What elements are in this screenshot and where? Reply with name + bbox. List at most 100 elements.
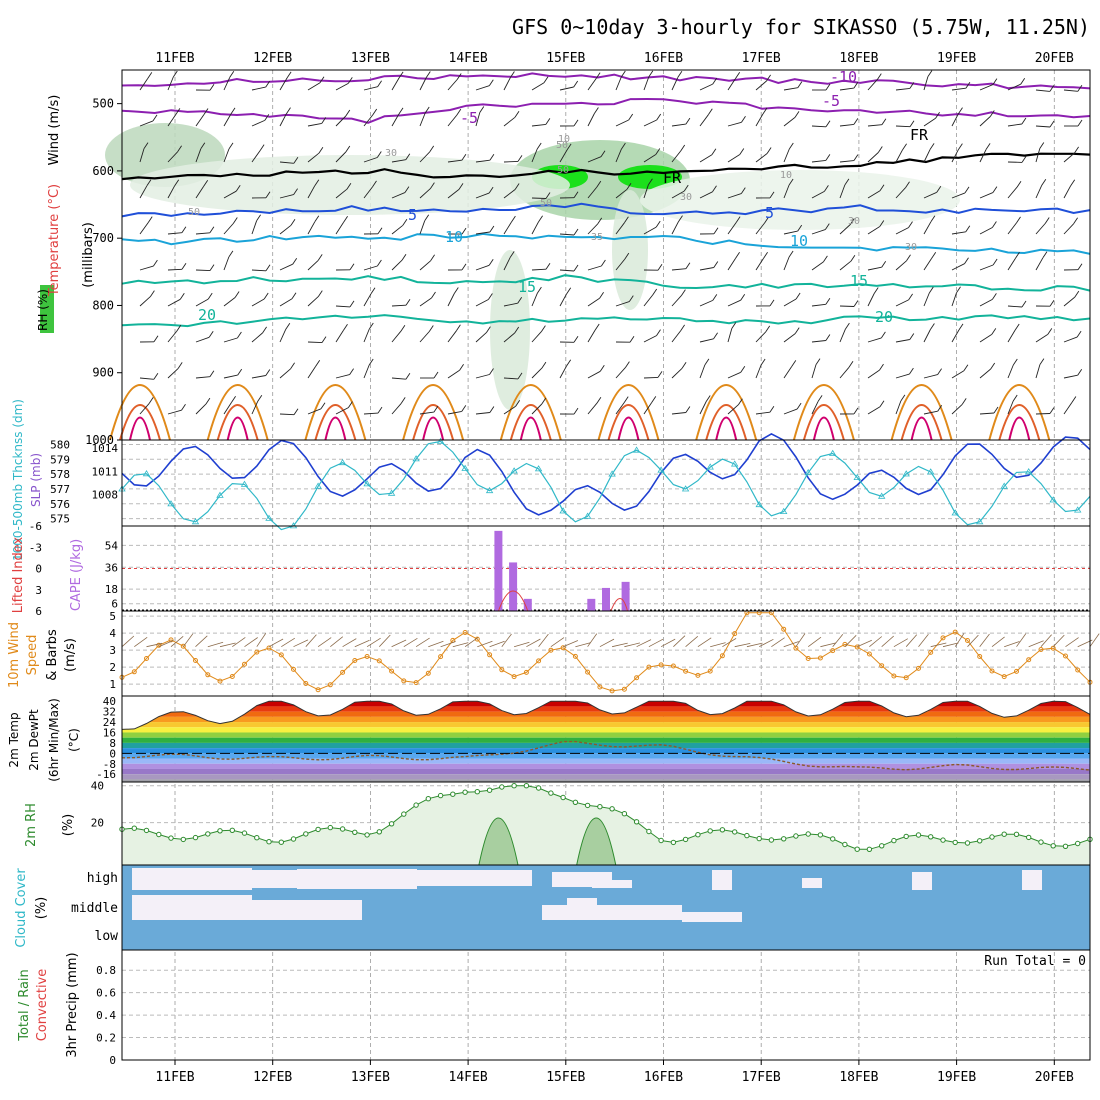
- wind-barb: [447, 159, 462, 163]
- wind-speed-marker: [523, 669, 529, 675]
- wind-barb-flag: [262, 326, 267, 334]
- wind-speed-marker: [462, 630, 468, 635]
- hot-contour: [422, 416, 445, 441]
- wind-barb-flag: [489, 153, 495, 161]
- wind-barb: [503, 221, 512, 235]
- wind-barb: [587, 297, 600, 307]
- wind-barb-flag: [681, 362, 687, 369]
- wind-barb-flag: [964, 186, 970, 194]
- wind-barb: [979, 149, 987, 163]
- temp-contour: [121, 152, 1091, 181]
- rh-marker: [290, 836, 297, 842]
- surface-wind-barb: [158, 640, 174, 648]
- surface-wind-barb: [881, 635, 894, 647]
- thickness-marker: [436, 437, 445, 444]
- rh-marker: [977, 838, 983, 844]
- wind-barb-flag: [346, 182, 352, 190]
- rh-marker: [768, 837, 775, 843]
- rh-shading: [490, 250, 530, 410]
- surface-wind-barb: [550, 637, 565, 648]
- wind-speed-marker: [903, 675, 909, 681]
- wind-barb-flag: [1016, 180, 1022, 188]
- wind-barb: [139, 265, 154, 271]
- wind-barb: [587, 223, 599, 235]
- warm-contour: [695, 384, 758, 441]
- thickness-marker: [975, 518, 984, 525]
- wind-barb-flag: [707, 108, 713, 116]
- wind-barb: [223, 77, 231, 91]
- wind-barb-flag: [958, 107, 963, 114]
- wind-barb: [895, 149, 903, 163]
- wind-barb-flag: [372, 180, 377, 188]
- temp-tick-label: 40: [103, 695, 116, 708]
- rh-marker: [732, 829, 738, 835]
- wind-barb-flag: [428, 325, 434, 332]
- rh-legend-swatch: [40, 285, 54, 333]
- surface-wind-barb: [513, 641, 530, 648]
- wind-speed-marker: [389, 668, 395, 674]
- surface-wind-barb: [660, 638, 676, 648]
- wind-barb-flag: [401, 253, 407, 261]
- wind-barb: [447, 293, 455, 307]
- wind-speed-marker: [940, 635, 946, 641]
- wind-barb: [167, 114, 177, 127]
- wind-speed-marker: [879, 663, 885, 669]
- wind-barb-flag: [685, 262, 691, 269]
- cloud-block: [542, 905, 682, 920]
- wind-barb: [391, 403, 402, 415]
- wind-barb: [251, 401, 259, 415]
- wind-barb: [699, 299, 713, 307]
- temp-color-band: [122, 758, 1090, 764]
- wind-barb-flag: [879, 184, 885, 191]
- wind-speed-marker: [205, 672, 211, 678]
- temp-contour: [121, 202, 1091, 218]
- wind-barb: [503, 116, 516, 127]
- temp-tick-label: 24: [103, 716, 117, 729]
- wind-barb: [335, 374, 350, 379]
- rh-peak-area: [576, 817, 617, 866]
- wind-speed-marker: [131, 669, 137, 675]
- wind-barb-flag: [626, 183, 632, 190]
- wind-barb-flag: [705, 395, 711, 402]
- contour-label: FR: [910, 126, 929, 144]
- wind-barb: [1007, 186, 1018, 199]
- wind-barb-flag: [1076, 330, 1082, 338]
- wind-barb: [503, 160, 519, 163]
- wind-barb: [391, 330, 402, 343]
- wind-barb-flag: [146, 179, 152, 187]
- wind-barb-flag: [796, 402, 802, 410]
- bottom-date-label: 17FEB: [742, 1070, 781, 1085]
- thickness-marker: [951, 509, 959, 516]
- wind-barb-flag: [209, 370, 215, 377]
- wind-barb: [783, 230, 798, 235]
- wind-barb: [223, 374, 238, 379]
- wind-barb: [167, 298, 181, 307]
- wind-barb: [419, 411, 434, 415]
- wind-barb: [895, 227, 909, 235]
- wind-barb-flag: [965, 225, 971, 233]
- wind-barb: [895, 299, 909, 307]
- wind-barb: [503, 332, 515, 343]
- wind-barb: [195, 186, 205, 199]
- temp-line: [121, 700, 1091, 730]
- cloud-axis-title: Cloud Cover: [14, 868, 29, 948]
- wind-barb-flag: [511, 215, 516, 223]
- wind-barb: [391, 259, 403, 271]
- thickness-tick-label: 578: [50, 468, 70, 481]
- wind-barb-flag: [177, 145, 182, 153]
- surface-wind-barb: [832, 634, 844, 647]
- wind-barb: [615, 148, 622, 163]
- wind-barb: [531, 221, 539, 235]
- wind-barb-flag: [909, 82, 915, 89]
- wind-barb: [643, 119, 657, 127]
- top-date-label: 15FEB: [546, 51, 585, 66]
- wind-barb-flag: [656, 113, 662, 121]
- wind-barb-flag: [207, 292, 213, 300]
- contour-label: 10: [445, 228, 463, 246]
- cloud-block: [802, 878, 822, 888]
- wind-barb: [559, 86, 574, 91]
- wind-barb: [615, 258, 626, 271]
- top-date-label: 20FEB: [1035, 51, 1074, 66]
- wind-barb-flag: [881, 260, 887, 268]
- wind-speed-marker: [646, 664, 652, 670]
